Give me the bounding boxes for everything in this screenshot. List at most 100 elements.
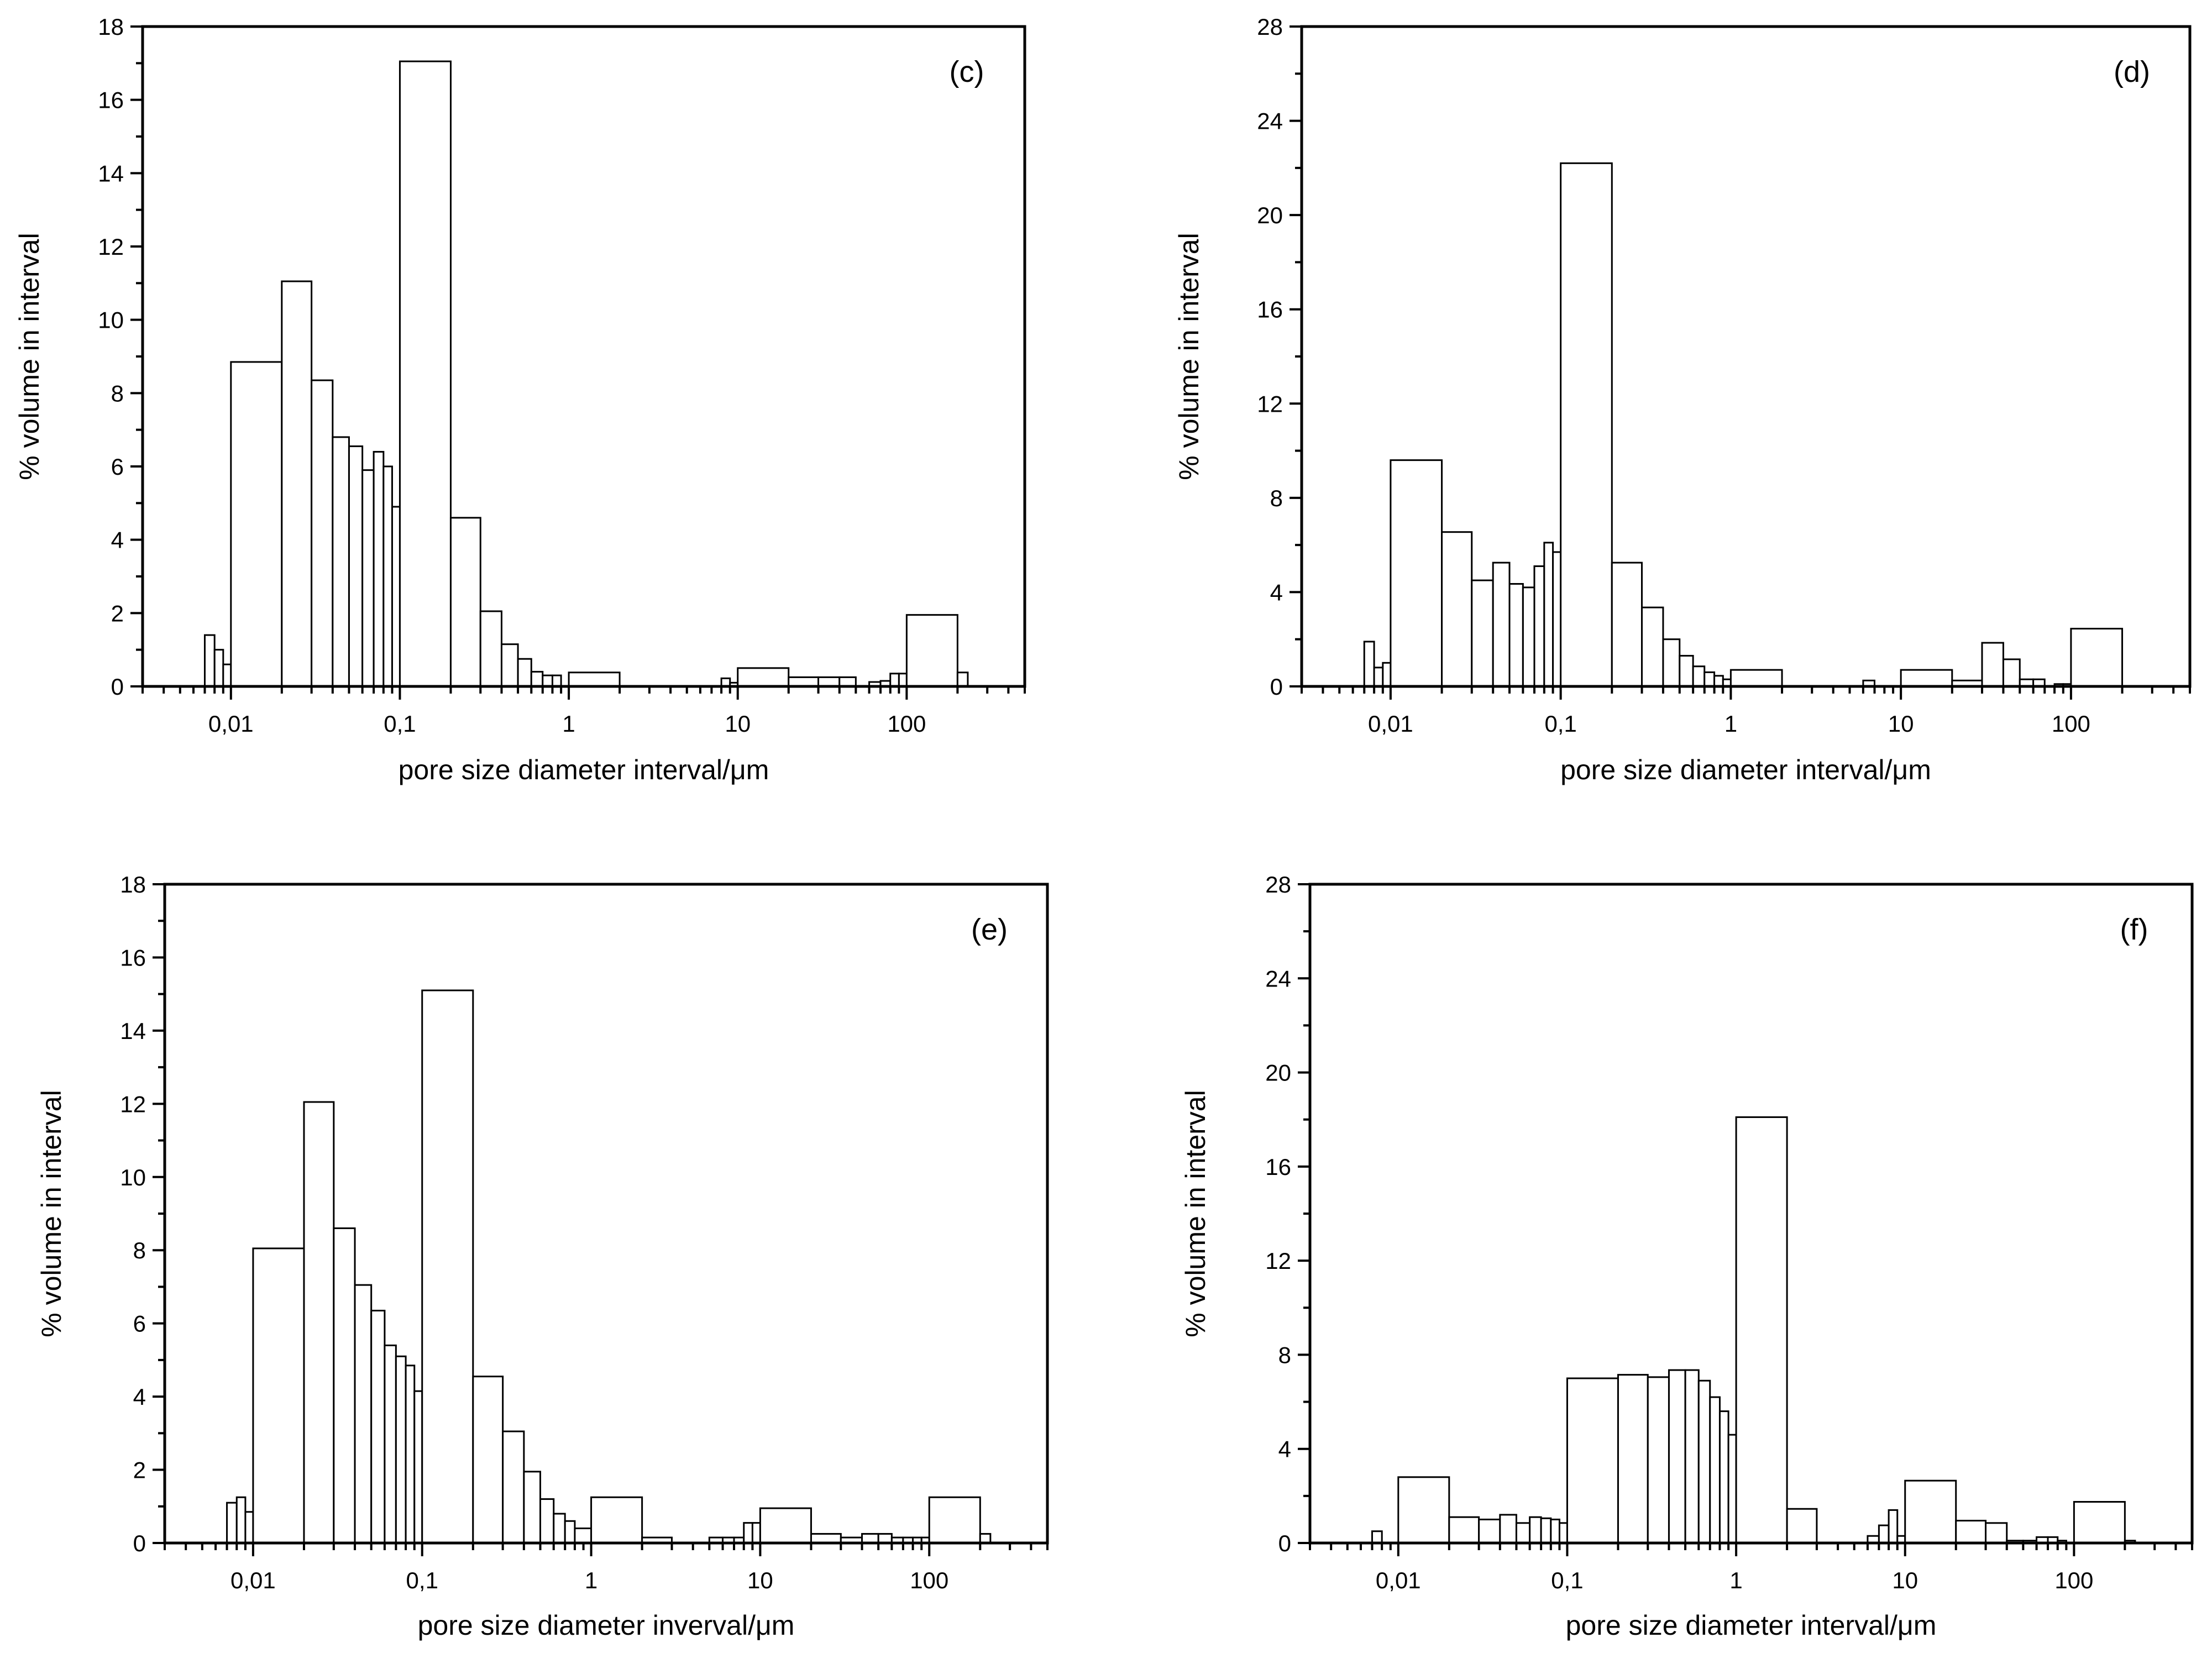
histogram-bar (1709, 1396, 1721, 1544)
y-tick-label: 4 (133, 1384, 146, 1410)
histogram-bar (1729, 669, 1783, 687)
histogram-bar (1703, 671, 1716, 687)
y-tick-label: 12 (98, 234, 124, 260)
histogram-bar (1640, 606, 1664, 687)
panel-label: (c) (950, 55, 984, 88)
histogram-bar (1478, 1518, 1501, 1544)
histogram-bar (542, 674, 553, 687)
y-tick-label: 8 (1278, 1342, 1291, 1368)
histogram-bar (751, 1522, 761, 1544)
histogram-bar (1662, 638, 1681, 687)
x-tick-label: 0,1 (1544, 711, 1576, 737)
y-tick-label: 16 (98, 87, 124, 113)
histogram-bar (1448, 1516, 1480, 1544)
histogram-bar (1522, 586, 1535, 687)
y-tick-label: 16 (1257, 297, 1283, 323)
y-tick-label: 2 (133, 1457, 146, 1483)
histogram-bar (1985, 1522, 2008, 1544)
y-tick-label: 4 (1270, 579, 1283, 605)
x-tick-label: 100 (910, 1567, 948, 1593)
histogram-bar (1373, 666, 1384, 687)
histogram-bar (1679, 655, 1694, 687)
histogram-bar (1617, 1374, 1649, 1544)
y-tick-label: 24 (1265, 965, 1291, 991)
histogram-bar (373, 450, 385, 687)
histogram-bar (1684, 1369, 1700, 1544)
histogram-bar (213, 649, 224, 687)
histogram-bar (354, 1284, 373, 1544)
histogram-bar (928, 1496, 981, 1544)
x-tick-label: 10 (725, 711, 751, 737)
y-tick-label: 2 (111, 600, 124, 626)
y-tick-label: 8 (1270, 485, 1283, 511)
histogram-bar (1492, 561, 1511, 687)
x-tick-label: 1 (562, 711, 575, 737)
histogram-bar (539, 1498, 555, 1544)
histogram-bar (226, 1502, 238, 1544)
histogram-bar (222, 663, 232, 687)
histogram-bar (564, 1520, 576, 1544)
y-tick-label: 8 (133, 1237, 146, 1263)
histogram-bar (281, 280, 313, 687)
histogram-bar (1692, 665, 1706, 687)
histogram-bar (743, 1522, 753, 1544)
histogram-bar (333, 1227, 356, 1544)
histogram-bar (1363, 641, 1375, 687)
histogram-bar (1529, 1516, 1542, 1544)
histogram-bar (361, 469, 375, 687)
histogram-bar (348, 445, 364, 687)
y-axis-title: % volume in interval (14, 233, 45, 480)
x-tick-label: 100 (2054, 1567, 2093, 1593)
histogram-bar (1727, 1434, 1737, 1544)
y-tick-label: 12 (1265, 1248, 1291, 1274)
histogram-bar (889, 673, 900, 687)
histogram-bar (384, 1344, 397, 1544)
y-tick-label: 0 (133, 1530, 146, 1556)
x-tick-label: 0,01 (1368, 711, 1413, 737)
panel-label: (d) (2114, 55, 2150, 88)
y-tick-label: 0 (111, 674, 124, 700)
histogram-bar (1499, 1514, 1517, 1544)
histogram-bar (382, 465, 393, 687)
histogram-bar (568, 671, 621, 687)
histogram-bar (1552, 551, 1562, 687)
y-tick-label: 16 (120, 944, 146, 970)
y-axis-title: % volume in interval (36, 1090, 67, 1337)
histogram-bar (1508, 583, 1524, 687)
y-tick-label: 28 (1257, 14, 1283, 40)
histogram-bar (1550, 1518, 1560, 1544)
histogram-bar (1713, 675, 1724, 687)
histogram-bar (551, 674, 562, 687)
histogram-bar (1878, 1524, 1890, 1544)
histogram-bar (502, 1430, 525, 1544)
histogram-bar (2073, 1501, 2126, 1544)
histogram-bar (479, 610, 502, 687)
x-tick-label: 0,1 (1551, 1567, 1583, 1593)
histogram-bar (1718, 1410, 1729, 1544)
y-tick-label: 6 (133, 1311, 146, 1337)
histogram-bar (956, 671, 969, 687)
x-tick-label: 100 (2052, 711, 2090, 737)
x-tick-label: 1 (585, 1567, 597, 1593)
histogram-bar (1533, 565, 1545, 687)
histogram-bar (1611, 561, 1643, 687)
histogram-bar (1566, 1377, 1619, 1544)
y-tick-label: 6 (111, 454, 124, 480)
x-tick-label: 1 (1729, 1567, 1742, 1593)
histogram-bar (244, 1511, 254, 1544)
y-tick-label: 24 (1257, 108, 1283, 134)
y-tick-label: 12 (120, 1091, 146, 1117)
histogram-bar (1543, 542, 1554, 687)
histogram-bar (1540, 1517, 1552, 1544)
histogram-bar (203, 634, 216, 687)
histogram-bar (1981, 642, 2004, 687)
histogram-bar (759, 1507, 812, 1544)
x-axis-title: pore size diameter interval/μm (1566, 1610, 1937, 1641)
histogram-bar (1371, 1530, 1383, 1544)
histogram-bar (311, 379, 334, 687)
histogram-bar (1397, 1476, 1450, 1544)
histogram-bar (500, 643, 519, 687)
histogram-bar (235, 1496, 247, 1544)
y-axis-title: % volume in interval (1173, 233, 1204, 480)
